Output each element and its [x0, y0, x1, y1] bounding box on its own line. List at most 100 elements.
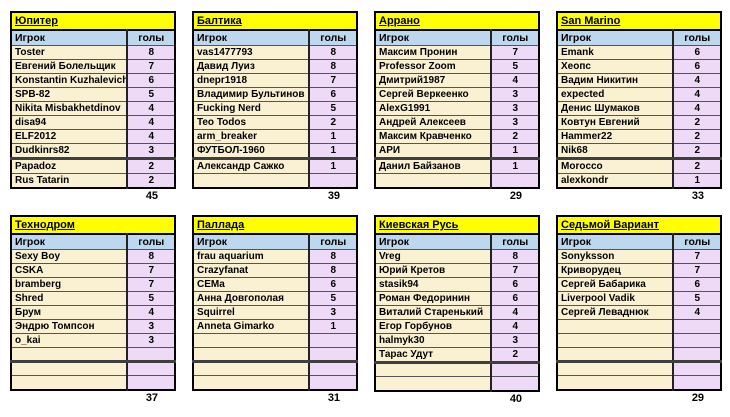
- player-name-cell[interactable]: Professor Zoom: [374, 59, 493, 74]
- goals-value-cell[interactable]: [672, 361, 722, 376]
- player-name-cell[interactable]: Hammer22: [556, 129, 675, 144]
- player-name-cell[interactable]: expected: [556, 87, 675, 102]
- player-name-cell[interactable]: Sexy Boy: [10, 249, 129, 264]
- goals-value-cell[interactable]: 4: [126, 305, 176, 320]
- column-header-goals[interactable]: голы: [490, 233, 540, 250]
- goals-value-cell[interactable]: [672, 319, 722, 334]
- goals-value-cell[interactable]: 1: [490, 143, 540, 160]
- player-name-cell[interactable]: [556, 361, 675, 376]
- player-name-cell[interactable]: Liverpool Vadik: [556, 291, 675, 306]
- goals-value-cell[interactable]: 4: [490, 305, 540, 320]
- goals-value-cell[interactable]: 2: [490, 129, 540, 144]
- goals-value-cell[interactable]: 8: [308, 59, 358, 74]
- player-name-cell[interactable]: Anneta Gimarko: [192, 319, 311, 334]
- player-name-cell[interactable]: halmyk30: [374, 333, 493, 348]
- column-header-player[interactable]: Игрок: [556, 29, 675, 46]
- player-name-cell[interactable]: ELF2012: [10, 129, 129, 144]
- goals-value-cell[interactable]: 6: [490, 291, 540, 306]
- goals-value-cell[interactable]: 1: [308, 319, 358, 334]
- goals-value-cell[interactable]: 7: [308, 73, 358, 88]
- goals-value-cell[interactable]: 7: [672, 249, 722, 264]
- goals-value-cell[interactable]: 4: [672, 87, 722, 102]
- goals-value-cell[interactable]: 4: [126, 101, 176, 116]
- column-header-goals[interactable]: голы: [490, 29, 540, 46]
- goals-value-cell[interactable]: 1: [308, 143, 358, 160]
- player-name-cell[interactable]: Давид Луиз: [192, 59, 311, 74]
- goals-value-cell[interactable]: 1: [490, 158, 540, 174]
- player-name-cell[interactable]: CSKA: [10, 263, 129, 278]
- goals-value-cell[interactable]: 1: [672, 173, 722, 189]
- column-header-player[interactable]: Игрок: [192, 233, 311, 250]
- player-name-cell[interactable]: [374, 376, 493, 391]
- player-name-cell[interactable]: bramberg: [10, 277, 129, 292]
- goals-value-cell[interactable]: 5: [126, 87, 176, 102]
- team-total[interactable]: 31: [327, 391, 341, 404]
- goals-value-cell[interactable]: 6: [126, 73, 176, 88]
- player-name-cell[interactable]: Тарас Удут: [374, 347, 493, 364]
- goals-value-cell[interactable]: [490, 173, 540, 188]
- player-name-cell[interactable]: alexkondr: [556, 173, 675, 189]
- player-name-cell[interactable]: arm_breaker: [192, 129, 311, 144]
- goals-value-cell[interactable]: 6: [672, 45, 722, 60]
- player-name-cell[interactable]: Евгений Болельщик: [10, 59, 129, 74]
- team-name-cell[interactable]: Аррано: [374, 11, 540, 31]
- player-name-cell[interactable]: Денис Шумаков: [556, 101, 675, 116]
- team-total[interactable]: 45: [145, 190, 159, 202]
- goals-value-cell[interactable]: [126, 347, 176, 363]
- player-name-cell[interactable]: Dudkinrs82: [10, 143, 129, 160]
- player-name-cell[interactable]: [374, 173, 493, 188]
- player-name-cell[interactable]: Андрей Алексеев: [374, 115, 493, 130]
- player-name-cell[interactable]: [556, 333, 675, 348]
- player-name-cell[interactable]: Роман Федоринин: [374, 291, 493, 306]
- goals-value-cell[interactable]: 3: [126, 143, 176, 160]
- team-name-cell[interactable]: Киевская Русь: [374, 215, 540, 235]
- goals-value-cell[interactable]: 7: [672, 263, 722, 278]
- goals-value-cell[interactable]: 1: [308, 129, 358, 144]
- player-name-cell[interactable]: [556, 347, 675, 363]
- column-header-goals[interactable]: голы: [672, 233, 722, 250]
- goals-value-cell[interactable]: 5: [308, 291, 358, 306]
- goals-value-cell[interactable]: 5: [490, 59, 540, 74]
- goals-value-cell[interactable]: 3: [490, 115, 540, 130]
- column-header-player[interactable]: Игрок: [556, 233, 675, 250]
- player-name-cell[interactable]: [10, 347, 129, 363]
- goals-value-cell[interactable]: [126, 361, 176, 376]
- goals-value-cell[interactable]: 3: [490, 101, 540, 116]
- player-name-cell[interactable]: [192, 333, 311, 348]
- player-name-cell[interactable]: Fucking Nerd: [192, 101, 311, 116]
- goals-value-cell[interactable]: 6: [308, 87, 358, 102]
- player-name-cell[interactable]: Squirrel: [192, 305, 311, 320]
- goals-value-cell[interactable]: 8: [308, 263, 358, 278]
- team-name-cell[interactable]: Балтика: [192, 11, 358, 31]
- player-name-cell[interactable]: Максим Кравченко: [374, 129, 493, 144]
- goals-value-cell[interactable]: 1: [308, 158, 358, 174]
- goals-value-cell[interactable]: [672, 347, 722, 363]
- player-name-cell[interactable]: Анна Довгополая: [192, 291, 311, 306]
- player-name-cell[interactable]: Хеопс: [556, 59, 675, 74]
- team-name-cell[interactable]: San Marino: [556, 11, 722, 31]
- player-name-cell[interactable]: Виталий Старенький: [374, 305, 493, 320]
- player-name-cell[interactable]: Данил Байзанов: [374, 158, 493, 174]
- goals-value-cell[interactable]: 2: [672, 158, 722, 174]
- player-name-cell[interactable]: Vreg: [374, 249, 493, 264]
- player-name-cell[interactable]: Сергей Бабарика: [556, 277, 675, 292]
- goals-value-cell[interactable]: [308, 347, 358, 363]
- goals-value-cell[interactable]: [672, 333, 722, 348]
- goals-value-cell[interactable]: 3: [126, 319, 176, 334]
- player-name-cell[interactable]: Эндрю Томпсон: [10, 319, 129, 334]
- player-name-cell[interactable]: Сергей Леваднюк: [556, 305, 675, 320]
- goals-value-cell[interactable]: 8: [490, 249, 540, 264]
- player-name-cell[interactable]: Nik68: [556, 143, 675, 160]
- goals-value-cell[interactable]: 4: [490, 319, 540, 334]
- team-name-cell[interactable]: Технодром: [10, 215, 176, 235]
- goals-value-cell[interactable]: [308, 333, 358, 348]
- player-name-cell[interactable]: АРИ: [374, 143, 493, 160]
- goals-value-cell[interactable]: 4: [126, 115, 176, 130]
- column-header-goals[interactable]: голы: [672, 29, 722, 46]
- goals-value-cell[interactable]: 7: [490, 45, 540, 60]
- player-name-cell[interactable]: Юрий Кретов: [374, 263, 493, 278]
- goals-value-cell[interactable]: [308, 361, 358, 376]
- goals-value-cell[interactable]: 4: [672, 305, 722, 320]
- goals-value-cell[interactable]: 8: [126, 45, 176, 60]
- goals-value-cell[interactable]: [672, 375, 722, 390]
